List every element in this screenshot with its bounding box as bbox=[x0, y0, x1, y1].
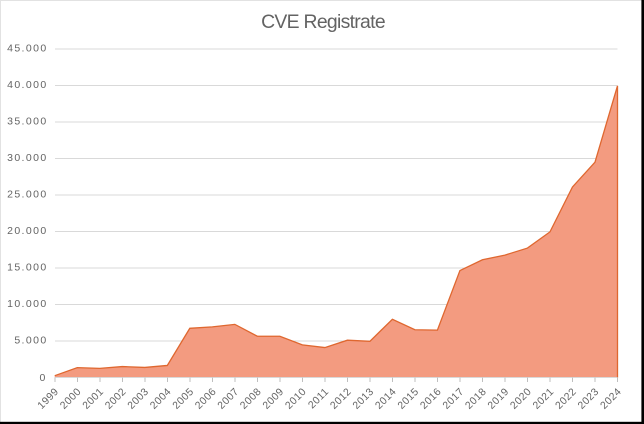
svg-text:25.000: 25.000 bbox=[7, 189, 48, 201]
svg-text:5.000: 5.000 bbox=[14, 335, 47, 347]
svg-text:15.000: 15.000 bbox=[7, 262, 48, 274]
svg-text:45.000: 45.000 bbox=[7, 43, 48, 55]
svg-text:CVE Registrate: CVE Registrate bbox=[261, 11, 385, 33]
svg-text:20.000: 20.000 bbox=[7, 225, 48, 237]
svg-text:40.000: 40.000 bbox=[7, 79, 48, 91]
svg-text:0: 0 bbox=[40, 372, 47, 384]
svg-text:10.000: 10.000 bbox=[7, 298, 48, 310]
svg-text:35.000: 35.000 bbox=[7, 116, 48, 128]
svg-text:30.000: 30.000 bbox=[7, 152, 48, 164]
